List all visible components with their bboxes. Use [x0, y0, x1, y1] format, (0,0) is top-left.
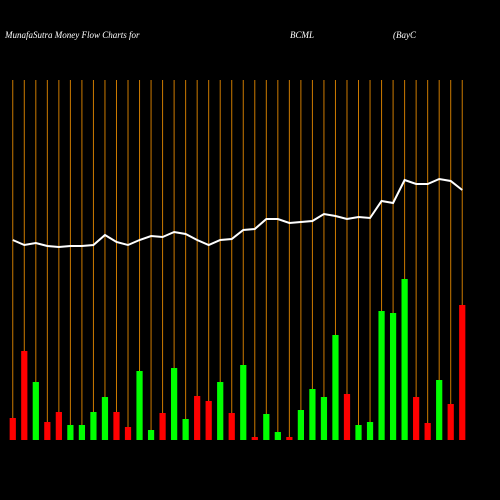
chart-title: MunafaSutra Money Flow Charts for: [4, 30, 140, 40]
bar: [228, 413, 235, 440]
bar: [32, 382, 39, 440]
bar: [263, 414, 270, 440]
bar: [413, 397, 420, 440]
bar: [194, 396, 201, 440]
bar: [274, 432, 281, 440]
bar: [309, 389, 316, 440]
money-flow-line: [12, 177, 463, 249]
bar: [343, 394, 351, 440]
bar: [436, 380, 443, 440]
bar: [366, 422, 374, 440]
bar: [55, 412, 62, 440]
bar: [459, 305, 466, 440]
bar: [182, 419, 189, 440]
bar: [21, 351, 28, 440]
bar: [389, 313, 397, 440]
bar: [332, 335, 339, 440]
bar: [171, 368, 178, 440]
bar: [251, 437, 258, 440]
bar: [9, 418, 16, 440]
chart-title-symbol: BCML: [290, 30, 314, 40]
bar: [78, 425, 86, 440]
bar: [286, 437, 293, 440]
bar: [113, 412, 120, 440]
bar: [217, 382, 224, 440]
bar: [320, 397, 328, 440]
chart-title-name: (BayC: [393, 30, 417, 40]
bar: [297, 410, 304, 440]
bar: [240, 365, 247, 440]
bar: [136, 371, 143, 440]
bar: [205, 401, 212, 440]
bar: [90, 412, 97, 440]
bar: [424, 423, 431, 440]
bar: [124, 427, 132, 440]
bar: [101, 397, 109, 440]
bar: [147, 430, 155, 440]
bar: [44, 422, 51, 440]
bar: [159, 413, 166, 440]
bar: [447, 404, 454, 440]
bar: [355, 425, 362, 440]
bar: [67, 425, 74, 440]
bar: [378, 311, 385, 440]
bar: [401, 279, 408, 440]
